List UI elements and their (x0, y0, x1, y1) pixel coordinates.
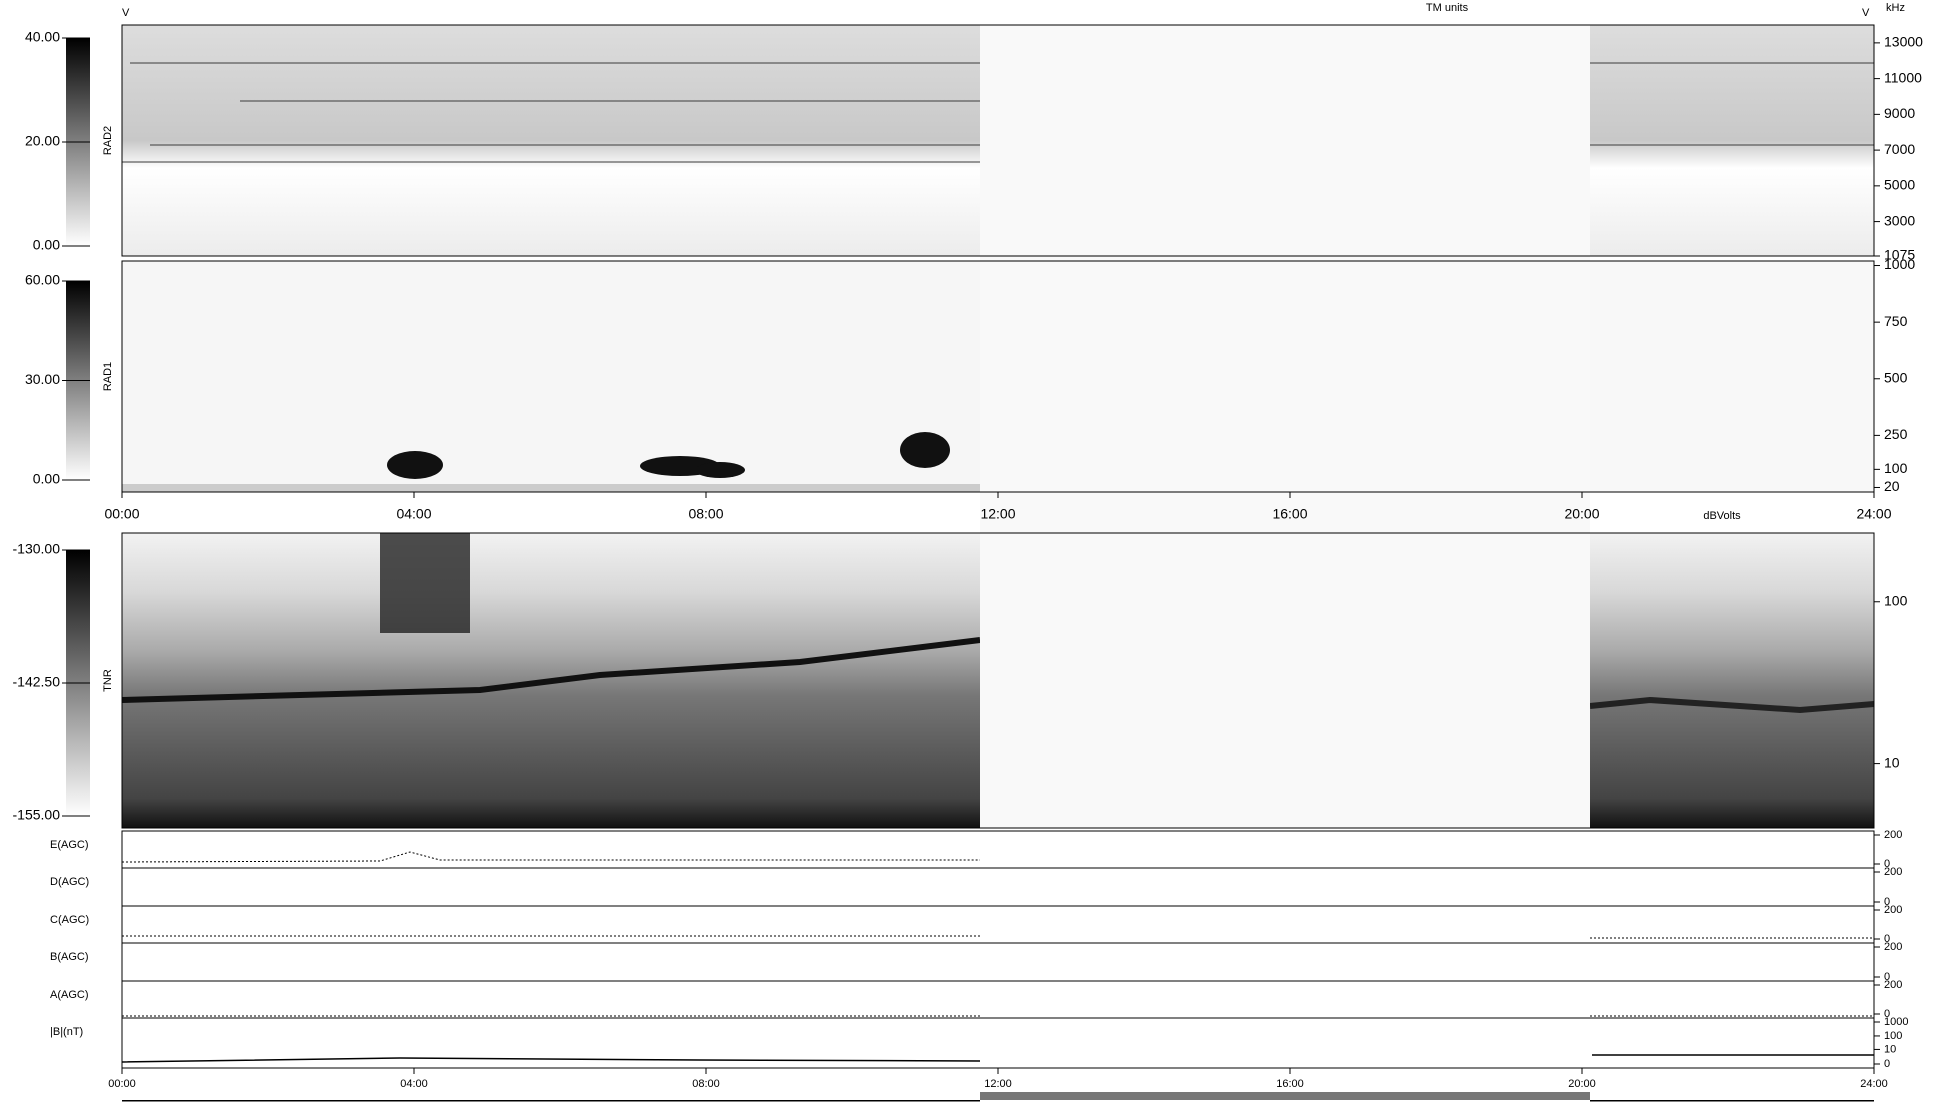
y-tick-label: 0 (1884, 1058, 1890, 1070)
panel-label: C(AGC) (50, 914, 89, 926)
y-tick-label: 250 (1884, 426, 1908, 442)
y-tick-label: 0 (1884, 858, 1890, 870)
panel-label: A(AGC) (50, 989, 89, 1001)
panel-frame (121, 942, 1875, 982)
panel-label: D(AGC) (50, 876, 89, 888)
tnr-image (121, 533, 1875, 828)
agc-traces (121, 851, 1874, 1063)
bottom-bar (122, 1092, 1874, 1102)
y-tick-label: 200 (1884, 979, 1902, 991)
y-axis-label: TNR (102, 669, 114, 692)
y-tick-label: 11000 (1884, 69, 1922, 85)
x-tick-label: 16:00 (1276, 1078, 1304, 1090)
y-tick-label: 100 (1884, 1030, 1902, 1042)
y-tick-label: 0 (1884, 896, 1890, 908)
x-tick-label: 12:00 (984, 1078, 1012, 1090)
rad2-image (122, 25, 1874, 256)
y-tick-label: 750 (1884, 313, 1908, 329)
panel-frame (121, 532, 1875, 829)
panel-label: E(AGC) (50, 839, 89, 851)
colorbar-tick-label: 30.00 (25, 371, 60, 387)
x-tick-label: 04:00 (400, 1078, 428, 1090)
x-tick-label: 00:00 (108, 1078, 136, 1090)
y-tick-label: 10 (1884, 754, 1900, 770)
panel-label: |B|(nT) (50, 1026, 83, 1038)
y-tick-label: 13000 (1884, 34, 1923, 50)
data-gap (980, 25, 1590, 828)
colorbar-tick-label: -130.00 (13, 541, 61, 557)
x-tick-label: 00:00 (104, 506, 139, 522)
colorbar-tick-label: 60.00 (25, 272, 60, 288)
y-axis-label: RAD2 (102, 126, 114, 155)
x-tick-label: 20:00 (1564, 506, 1599, 522)
panel-frame (121, 905, 1875, 944)
panel-frame (121, 24, 1875, 257)
y-tick-label: 200 (1884, 829, 1902, 841)
panel-frame (121, 867, 1875, 907)
panel-label: B(AGC) (50, 951, 89, 963)
y-tick-label: 100 (1884, 460, 1908, 476)
y-tick-label: 500 (1884, 369, 1908, 385)
unit-label: kHz (1886, 2, 1905, 14)
colorbar-tick-label: 40.00 (25, 29, 60, 45)
x-tick-label: 24:00 (1860, 1078, 1888, 1090)
y-tick-label: 7000 (1884, 141, 1915, 157)
rad1-image (122, 261, 1874, 492)
x-tick-label: 12:00 (980, 506, 1015, 522)
x-tick-label: 08:00 (692, 1078, 720, 1090)
y-tick-label: 1000 (1884, 1016, 1908, 1028)
x-tick-label: 24:00 (1856, 506, 1891, 522)
y-tick-label: 200 (1884, 866, 1902, 878)
y-tick-label: 0 (1884, 933, 1890, 945)
y-axis-label: RAD1 (102, 362, 114, 391)
colorbar-tick-label: 0.00 (33, 471, 60, 487)
y-tick-label: 3000 (1884, 212, 1915, 228)
panel-frame (121, 1017, 1875, 1069)
panel-frame (121, 830, 1875, 869)
y-tick-label: 100 (1884, 592, 1908, 608)
y-tick-label: 1000 (1884, 256, 1915, 272)
y-tick-label: 0 (1884, 971, 1890, 983)
y-tick-label: 10 (1884, 1043, 1896, 1055)
colorbar-tick-label: -142.50 (13, 674, 61, 690)
y-tick-label: 9000 (1884, 105, 1915, 121)
colorbar-unit: dBVolts (1703, 510, 1741, 522)
colorbar-tick-label: 20.00 (25, 133, 60, 149)
x-tick-label: 20:00 (1568, 1078, 1596, 1090)
panel-frame (121, 980, 1875, 1019)
y-tick-label: 0 (1884, 1008, 1890, 1020)
colorbar-tick-label: 0.00 (33, 237, 60, 253)
x-tick-label: 04:00 (396, 506, 431, 522)
y-tick-label: 20 (1884, 478, 1900, 494)
y-tick-label: 200 (1884, 941, 1902, 953)
colorbar-tick-label: -155.00 (13, 807, 61, 823)
y-tick-label: 5000 (1884, 177, 1915, 193)
corner-label: V (1862, 7, 1870, 19)
y-tick-label: 1075 (1884, 247, 1915, 263)
corner-label: V (122, 7, 130, 19)
x-tick-label: 08:00 (688, 506, 723, 522)
y-tick-label: 200 (1884, 904, 1902, 916)
colorbar-unit: TM units (1426, 2, 1469, 14)
x-tick-label: 16:00 (1272, 506, 1307, 522)
